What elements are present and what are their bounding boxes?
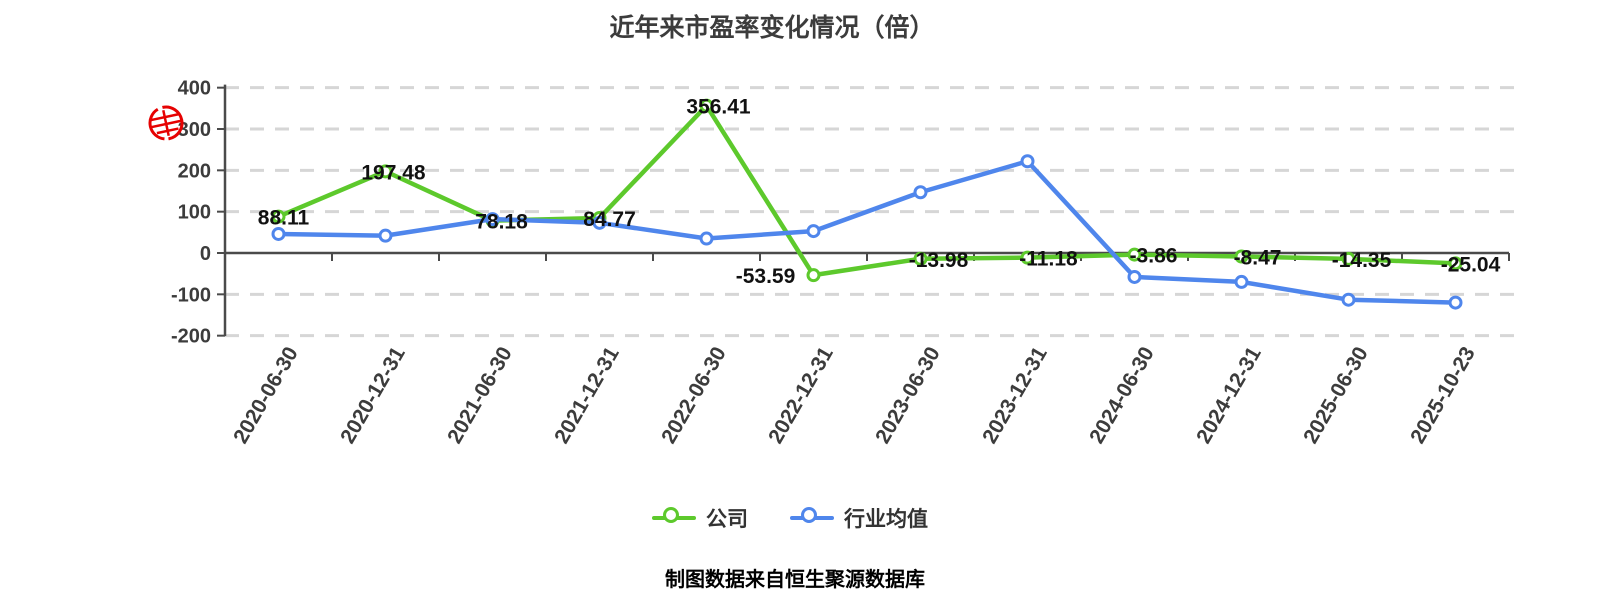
company-data-point[interactable] xyxy=(1234,249,1249,264)
value-label: 84.77 xyxy=(583,208,636,231)
chart-title: 近年来市盈率变化情况（倍） xyxy=(609,14,935,42)
x-axis-label: 2023-06-30 xyxy=(871,343,945,448)
x-axis-label: 2025-10-23 xyxy=(1406,343,1480,448)
company-data-point[interactable] xyxy=(271,209,286,224)
x-axis-label: 2022-12-31 xyxy=(764,343,838,448)
chart-legend: 公司 行业均值 xyxy=(652,503,928,533)
company-data-point[interactable] xyxy=(699,98,714,113)
y-axis-label: 0 xyxy=(200,243,211,265)
x-axis-label: 2024-12-31 xyxy=(1192,343,1266,448)
x-axis-label: 2020-12-31 xyxy=(336,343,410,448)
company-data-point[interactable] xyxy=(1020,250,1035,265)
legend-label-industry: 行业均值 xyxy=(844,508,928,531)
x-axis-label: 2022-06-30 xyxy=(657,343,731,448)
value-label: -25.04 xyxy=(1441,253,1501,276)
industry-data-point[interactable] xyxy=(1448,295,1463,310)
company-data-point[interactable] xyxy=(378,164,393,179)
industry-data-point[interactable] xyxy=(1020,154,1035,169)
x-axis-label: 2023-12-31 xyxy=(978,343,1052,448)
company-line-marker-icon xyxy=(652,507,696,527)
y-axis-label: -200 xyxy=(171,326,211,348)
y-axis-label: 200 xyxy=(178,160,211,182)
value-label: 88.11 xyxy=(258,207,310,230)
industry-data-point[interactable] xyxy=(378,228,393,243)
company-series-line xyxy=(276,103,1458,278)
value-label: 78.18 xyxy=(475,211,528,234)
x-axis-label: 2021-06-30 xyxy=(443,343,517,448)
value-label: -8.47 xyxy=(1234,247,1282,270)
y-axis-label: 300 xyxy=(178,119,211,141)
y-axis-label: -100 xyxy=(171,284,211,306)
company-data-point[interactable] xyxy=(1448,256,1463,271)
value-label: 197.48 xyxy=(361,161,426,184)
company-data-point[interactable] xyxy=(1127,247,1142,262)
x-axis-label: 2024-06-30 xyxy=(1085,343,1159,448)
industry-series-line xyxy=(276,158,1458,305)
value-label: -3.86 xyxy=(1130,245,1178,268)
company-data-point[interactable] xyxy=(913,251,928,266)
industry-data-point[interactable] xyxy=(699,231,714,246)
value-label: -14.35 xyxy=(1332,249,1392,272)
value-label: -13.98 xyxy=(909,249,969,272)
value-label: -11.18 xyxy=(1019,248,1078,271)
industry-data-point[interactable] xyxy=(913,185,928,200)
data-source-note: 制图数据来自恒生聚源数据库 xyxy=(665,569,925,591)
industry-data-point[interactable] xyxy=(1127,269,1142,284)
y-axis-label: 100 xyxy=(178,202,211,224)
legend-item-company[interactable]: 公司 xyxy=(652,503,748,533)
company-data-point[interactable] xyxy=(806,268,821,283)
industry-data-point[interactable] xyxy=(1234,274,1249,289)
value-label: -53.59 xyxy=(736,265,796,288)
legend-label-company: 公司 xyxy=(706,508,748,531)
value-label: 356.41 xyxy=(686,96,751,119)
x-axis-label: 2020-06-30 xyxy=(229,343,303,448)
industry-data-point[interactable] xyxy=(592,215,607,230)
company-data-point[interactable] xyxy=(1341,251,1356,266)
industry-data-point[interactable] xyxy=(1341,292,1356,307)
red-seal-stamp-icon xyxy=(148,105,184,141)
industry-data-point[interactable] xyxy=(806,224,821,239)
legend-item-industry[interactable]: 行业均值 xyxy=(790,503,928,533)
industry-data-point[interactable] xyxy=(485,212,500,227)
x-axis-label: 2025-06-30 xyxy=(1299,343,1373,448)
industry-data-point[interactable] xyxy=(271,226,286,241)
x-axis-label: 2021-12-31 xyxy=(550,343,624,448)
industry-line-marker-icon xyxy=(790,507,834,527)
y-axis-label: 400 xyxy=(178,78,211,100)
